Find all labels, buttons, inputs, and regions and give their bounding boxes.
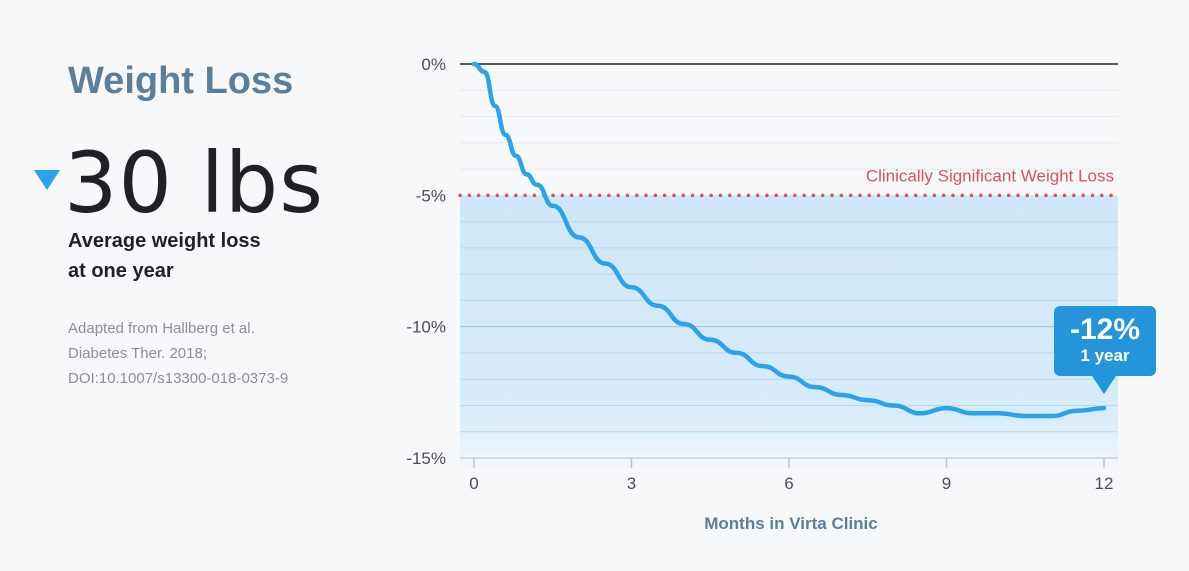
- reference-line-label: Clinically Significant Weight Loss: [866, 166, 1114, 185]
- down-arrow-icon: [34, 170, 60, 190]
- result-callout: -12% 1 year: [1054, 306, 1156, 394]
- series-point: [473, 63, 475, 65]
- series-point: [893, 404, 895, 407]
- callout-value: -12%: [1069, 313, 1141, 346]
- series-point: [630, 286, 633, 289]
- y-tick-label: 0%: [421, 55, 446, 74]
- series-point: [998, 412, 1000, 415]
- series-point: [735, 352, 738, 354]
- callout-subtitle: 1 year: [1080, 346, 1130, 365]
- series-point: [504, 134, 507, 136]
- big-value: 30 lbs: [64, 134, 325, 232]
- series-point: [972, 412, 974, 415]
- series-point: [1077, 409, 1079, 412]
- series-point: [525, 173, 528, 176]
- page-title: Weight Loss: [68, 60, 294, 102]
- series-point: [657, 304, 659, 307]
- series-point: [814, 386, 817, 388]
- x-axis-title: Months in Virta Clinic: [704, 514, 877, 533]
- series-point: [604, 262, 607, 265]
- series-point: [840, 394, 843, 396]
- series-point: [919, 412, 922, 415]
- caption-line-2: at one year: [68, 260, 174, 282]
- series-point: [709, 339, 712, 341]
- series-point: [945, 407, 948, 409]
- y-tick-label: -15%: [406, 449, 446, 468]
- series-point: [552, 205, 554, 207]
- x-tick-label: 0: [469, 474, 478, 493]
- x-tick-label: 3: [627, 474, 636, 493]
- below-threshold-band: [460, 195, 1118, 473]
- source-line-2: Diabetes Ther. 2018;: [68, 345, 207, 362]
- series-point: [578, 236, 580, 239]
- x-tick-label: 6: [784, 474, 793, 493]
- caption-line-1: Average weight loss: [68, 230, 261, 252]
- series-point: [515, 155, 517, 157]
- series-point: [483, 71, 486, 73]
- y-tick-label: -10%: [406, 318, 446, 337]
- caption: Average weight loss at one year: [68, 226, 328, 286]
- x-tick-label: 9: [942, 474, 951, 493]
- series-point: [1050, 415, 1053, 417]
- series-point: [1103, 407, 1105, 409]
- source-line-3: DOI:10.1007/s13300-018-0373-9: [68, 370, 289, 387]
- summary-panel: Weight Loss 30 lbs Average weight loss a…: [0, 0, 380, 571]
- source-line-1: Adapted from Hallberg et al.: [68, 320, 255, 337]
- series-point: [536, 184, 538, 186]
- series-point: [867, 399, 869, 402]
- series-point: [494, 105, 496, 107]
- series-point: [788, 375, 790, 378]
- source-citation: Adapted from Hallberg et al. Diabetes Th…: [68, 316, 358, 391]
- series-point: [683, 323, 685, 325]
- y-tick-label: -5%: [416, 186, 446, 205]
- series-point: [1024, 415, 1027, 417]
- x-tick-label: 12: [1095, 474, 1114, 493]
- series-point: [762, 365, 764, 367]
